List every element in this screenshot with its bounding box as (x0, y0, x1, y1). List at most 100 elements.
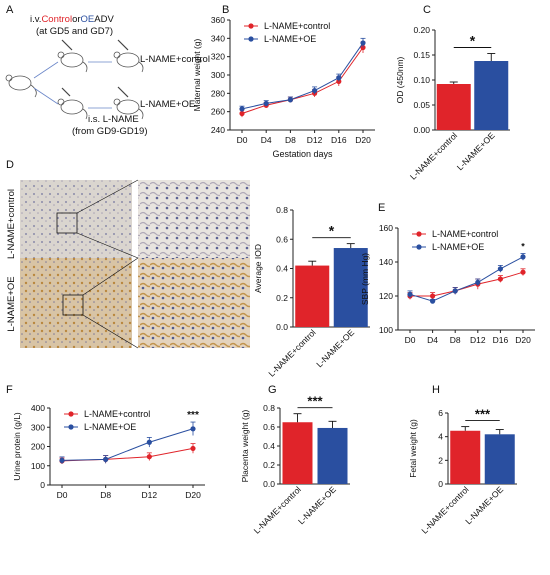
chart-f-y-label: Urine protein (g/L) (12, 412, 22, 481)
chart-g-sig-label: *** (307, 394, 323, 409)
chart-e-point (430, 293, 436, 299)
chart-h-bar (450, 430, 481, 484)
panel-d-letter: D (6, 159, 14, 171)
chart-b-y-tick-label: 260 (211, 107, 225, 117)
chart-g-x-tick-label: L-NAME+control (252, 484, 303, 535)
chart-e-legend-marker (416, 244, 422, 250)
mouse-icon (113, 98, 144, 120)
chart-b-letter: B (222, 4, 229, 16)
syringe-icon (61, 39, 129, 98)
panel-a-label-control: L-NAME+control (140, 54, 210, 65)
panel-a-line4: (from GD9-GD19) (72, 126, 147, 137)
chart-g-y-tick-label: 0.4 (263, 441, 275, 451)
chart-e-legend-label: L-NAME+OE (432, 242, 484, 252)
mouse-icon (113, 51, 144, 73)
chart-e-point (520, 269, 526, 275)
chart-f-legend-marker (68, 411, 74, 417)
chart-c-y-tick-label: 0.00 (413, 125, 430, 135)
chart-e-point (430, 298, 436, 304)
chart-g-y-label: Placenta weight (g) (240, 409, 250, 482)
chart-c-sig-label: * (470, 33, 476, 49)
chart-b-point (360, 40, 366, 46)
chart-h-letter: H (432, 384, 440, 396)
chart-f-point (103, 456, 109, 462)
chart-g-y-tick-label: 0.2 (263, 460, 275, 470)
chart-dbar-bar (333, 248, 368, 327)
chart-b-y-label: Maternal weight (g) (192, 38, 202, 111)
chart-h-y-tick-label: 2 (438, 455, 443, 465)
chart-dbar-y-tick-label: 0.2 (276, 293, 288, 303)
chart-e-point (452, 288, 458, 294)
chart-dbar-x-tick-label: L-NAME+control (266, 327, 317, 378)
panel-a-line2: (at GD5 and GD7) (36, 26, 113, 37)
chart-f-y-tick-label: 0 (40, 480, 45, 490)
chart-g-bar (282, 422, 313, 484)
chart-f-legend-label: L-NAME+control (84, 409, 150, 419)
chart-c-y-label: OD (450nm) (395, 56, 405, 103)
chart-c-y-tick-label: 0.10 (413, 75, 430, 85)
chart-c-y-tick-label: 0.05 (413, 100, 430, 110)
chart-f-annotation: *** (187, 410, 199, 421)
chart-b-y-tick-label: 240 (211, 125, 225, 135)
chart-b-point (287, 97, 293, 103)
chart-f-y-tick-label: 100 (31, 461, 45, 471)
chart-g-letter: G (268, 384, 277, 396)
chart-f-y-tick-label: 400 (31, 403, 45, 413)
chart-h-y-tick-label: 0 (438, 479, 443, 489)
chart-h-bar (484, 434, 515, 484)
chart-e-x-tick-label: D0 (405, 335, 416, 345)
chart-dbar-sig-label: * (329, 223, 335, 239)
chart-e-y-tick-label: 140 (379, 257, 393, 267)
panel-a-schematic: A i.v.ControlorOEADV (at GD5 and GD7) L-… (5, 4, 210, 137)
chart-e-point (497, 266, 503, 272)
panel-a-line1: i.v.ControlorOEADV (30, 14, 114, 25)
chart-dbar-bar (295, 265, 330, 327)
chart-e-y-tick-label: 160 (379, 223, 393, 233)
chart-dbar-y-tick-label: 0.6 (276, 234, 288, 244)
chart-b-point (239, 110, 245, 117)
chart-b-x-tick-label: D4 (261, 135, 272, 145)
chart-c-letter: C (423, 4, 431, 16)
mouse-icon (57, 51, 88, 73)
chart-b-x-tick-label: D16 (331, 135, 347, 145)
zoom-line (82, 257, 139, 296)
chart-e-y-tick-label: 100 (379, 325, 393, 335)
chart-b-point (336, 75, 342, 81)
chart-b-series-line (241, 42, 364, 110)
chart-f-legend-marker (68, 424, 74, 430)
chart-b-legend-label: L-NAME+control (264, 21, 330, 31)
chart-b-x-tick-label: D12 (307, 135, 323, 145)
chart-e-annotation: * (521, 242, 525, 252)
chart-f-series-line (61, 428, 194, 461)
chart-e-series-line (409, 256, 524, 302)
chart-b-y-tick-label: 340 (211, 33, 225, 43)
chart-e-letter: E (378, 202, 385, 214)
panel-a-label-oe: L-NAME+OE (140, 99, 195, 110)
zoom-line (82, 314, 139, 349)
chart-b-legend-label: L-NAME+OE (264, 34, 316, 44)
chart-e-x-tick-label: D12 (470, 335, 486, 345)
chart-c-bar (436, 84, 471, 130)
chart-dbar-y-tick-label: 0.0 (276, 322, 288, 332)
ihc-image-control-low (20, 180, 132, 270)
mouse-icon (57, 98, 88, 120)
chart-b-x-tick-label: D0 (237, 135, 248, 145)
chart-e-y-tick-label: 120 (379, 291, 393, 301)
panel-d-images: D L-NAME+control L-NAME+OE (6, 159, 250, 349)
chart-dbar-y-tick-label: 0.8 (276, 205, 288, 215)
chart-c-y-tick-label: 0.20 (413, 25, 430, 35)
chart-f-y-tick-label: 300 (31, 422, 45, 432)
chart-b-y-tick-label: 280 (211, 88, 225, 98)
chart-e-point (497, 276, 503, 282)
chart-g-bar (317, 427, 348, 484)
chart-g-y-tick-label: 0.8 (263, 403, 275, 413)
chart-b-series-line (241, 47, 364, 114)
chart-c-bar (474, 61, 509, 130)
chart-b-point (239, 106, 245, 112)
chart-e-series-line (410, 271, 524, 297)
mouse-icon (5, 74, 37, 98)
chart-b-y-tick-label: 300 (211, 70, 225, 80)
panel-a-letter: A (6, 4, 14, 16)
chart-g-y-tick-label: 0.6 (263, 422, 275, 432)
chart-f-point (190, 445, 196, 452)
